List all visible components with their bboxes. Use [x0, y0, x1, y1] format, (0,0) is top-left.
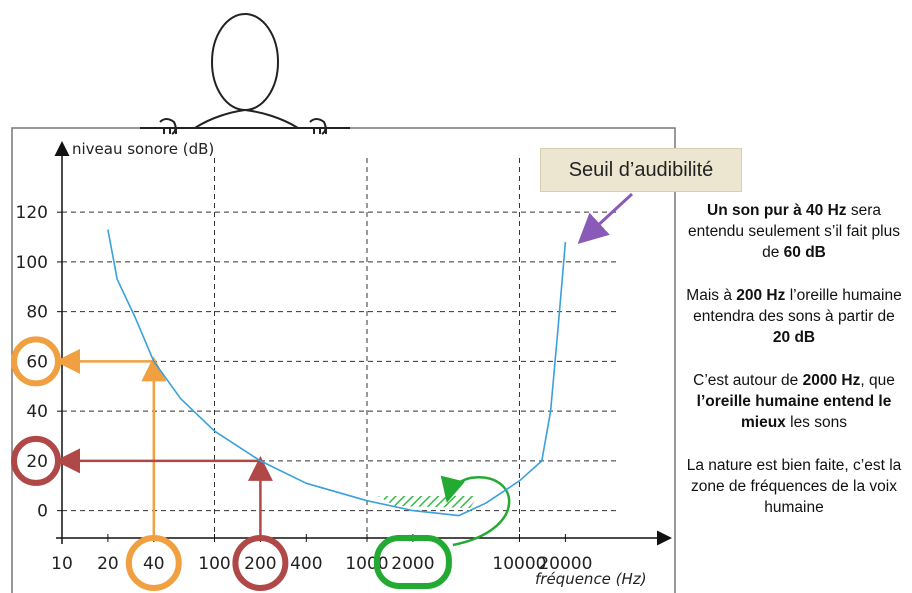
note-text: La nature est bien faite, c’est la zone … [687, 457, 902, 516]
y-tick-label: 120 [16, 203, 48, 223]
note-text: Mais à [686, 287, 736, 304]
note-text: Un son pur à 40 Hz [707, 202, 847, 219]
y-tick-label: 20 [26, 452, 48, 472]
notes: Un son pur à 40 Hz sera entendu seulemen… [683, 200, 905, 540]
x-tick-label: 40 [143, 554, 165, 574]
note-text: , que [860, 372, 894, 389]
x-tick-label: 10 [51, 554, 73, 574]
note-text: les sons [786, 414, 847, 431]
note-text: 200 Hz [736, 287, 785, 304]
character [140, 14, 350, 134]
note: Un son pur à 40 Hz sera entendu seulemen… [683, 200, 905, 263]
x-tick-label: 20000 [538, 554, 592, 574]
y-axis-label: niveau sonore (dB) [72, 140, 214, 158]
note-text: C’est autour de [693, 372, 802, 389]
x-tick-label: 100 [198, 554, 230, 574]
note-text: 60 dB [784, 244, 826, 261]
note: Mais à 200 Hz l’oreille humaine entendra… [683, 285, 905, 348]
callout: Seuil d’audibilité [540, 148, 742, 192]
note: C’est autour de 2000 Hz, que l’oreille h… [683, 370, 905, 433]
threshold-line [108, 230, 566, 516]
callout-arrow [582, 194, 632, 240]
x-tick-label: 20 [97, 554, 119, 574]
y-tick-label: 80 [26, 303, 48, 323]
note-text: 2000 Hz [803, 372, 861, 389]
x-tick-label: 200 [244, 554, 276, 574]
page: {"chart_data": {"type": "line", "title":… [0, 0, 912, 593]
note-text: 20 dB [773, 329, 815, 346]
x-tick-label: 2000 [391, 554, 434, 574]
y-tick-label: 40 [26, 402, 48, 422]
y-tick-label: 100 [16, 253, 48, 273]
note: La nature est bien faite, c’est la zone … [683, 455, 905, 518]
x-tick-label: 1000 [345, 554, 388, 574]
y-tick-label: 0 [37, 502, 48, 522]
y-tick-label: 60 [26, 352, 48, 372]
x-tick-label: 400 [290, 554, 322, 574]
